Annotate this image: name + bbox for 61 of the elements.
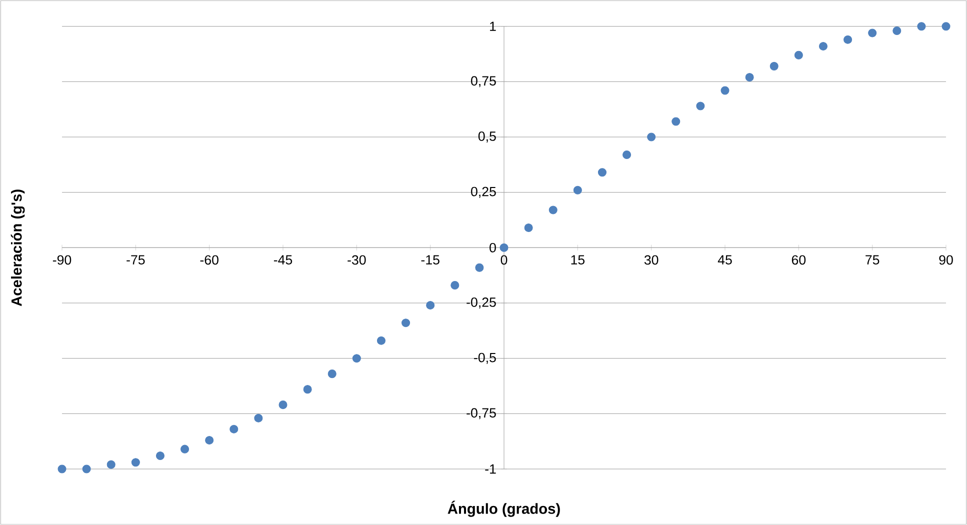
point [844, 35, 852, 44]
point [892, 26, 902, 36]
point [180, 444, 190, 454]
point [82, 464, 91, 474]
point [647, 132, 656, 142]
point [500, 243, 508, 252]
point [402, 318, 410, 328]
point [868, 28, 877, 38]
x-axis-title: Ángulo (grados) [448, 500, 560, 517]
point [156, 451, 164, 460]
point [720, 86, 730, 95]
point [106, 460, 116, 469]
y-tick-label: 0 [490, 242, 496, 252]
y-tick-label: 0,25 [471, 186, 496, 198]
point [58, 464, 66, 474]
x-tick-label: 45 [718, 255, 732, 265]
point [942, 22, 950, 31]
x-tick-label: 75 [866, 255, 880, 265]
point [475, 263, 484, 272]
y-tick-label: 1 [490, 22, 496, 31]
x-tick-label: -30 [348, 255, 366, 265]
point [328, 370, 336, 378]
point [745, 72, 754, 82]
point [672, 117, 680, 126]
point [450, 281, 460, 290]
y-tick-label: 0,75 [471, 76, 496, 88]
point [770, 62, 778, 70]
y-tick-label: -0,75 [466, 408, 496, 420]
point [598, 168, 606, 177]
x-tick-label: -60 [200, 255, 218, 265]
x-tick-label: 30 [644, 255, 658, 265]
point [917, 22, 926, 31]
x-tick-label: -75 [126, 255, 145, 265]
point [696, 102, 705, 110]
point [524, 223, 533, 232]
point [205, 436, 214, 444]
point [230, 424, 238, 434]
point [254, 414, 263, 422]
x-tick-label: -15 [421, 255, 440, 265]
point [303, 385, 312, 394]
point [376, 336, 386, 345]
x-tick-label: -90 [52, 255, 72, 265]
x-tick-label: -45 [274, 255, 292, 265]
y-tick-label: -0,25 [466, 297, 496, 309]
y-tick-label: 0,5 [478, 131, 496, 143]
point [622, 150, 632, 159]
x-tick-label: 90 [939, 255, 953, 265]
x-tick-label: 15 [571, 255, 585, 265]
point [278, 400, 288, 410]
x-tick-label: 0 [500, 255, 508, 265]
y-tick-label: -1 [485, 464, 496, 474]
y-axis-title: Aceleración (g's) [10, 190, 25, 306]
point [131, 458, 140, 467]
point [573, 186, 582, 194]
point [794, 50, 803, 60]
point [426, 300, 435, 310]
point [352, 354, 361, 363]
x-tick-label: 60 [792, 255, 806, 265]
point [818, 42, 828, 51]
y-tick-label: -0,5 [474, 352, 496, 364]
point [548, 206, 558, 214]
